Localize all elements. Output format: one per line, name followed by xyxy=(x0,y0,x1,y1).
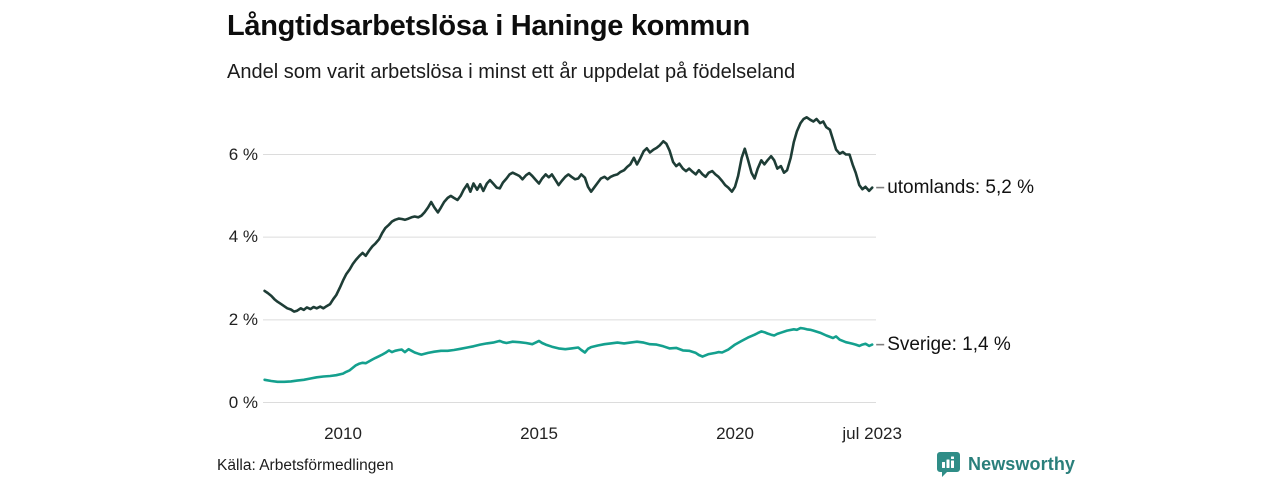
series-label-utomlands: utomlands: 5,2 % xyxy=(887,176,1034,198)
source-note: Källa: Arbetsförmedlingen xyxy=(217,457,394,474)
chart-subtitle: Andel som varit arbetslösa i minst ett å… xyxy=(227,61,796,83)
line-utomlands xyxy=(263,116,874,313)
x-axis-label-jul-2023: jul 2023 xyxy=(842,424,902,443)
x-axis-label-2015: 2015 xyxy=(520,424,558,443)
y-axis-label-0pct: 0 % xyxy=(228,392,258,412)
newsworthy-wordmark: Newsworthy xyxy=(968,453,1076,474)
newsworthy-bar-chart-bubble-icon xyxy=(937,452,960,477)
newsworthy-logo[interactable]: Newsworthy xyxy=(936,451,1075,477)
page-title: Långtidsarbetslösa i Haninge kommun xyxy=(227,10,750,42)
series-label-sverige: Sverige: 1,4 % xyxy=(887,333,1011,355)
y-axis-label-6pct: 6 % xyxy=(228,144,258,164)
line-sverige xyxy=(263,326,874,384)
y-axis-label-4pct: 4 % xyxy=(228,227,258,247)
x-axis-label-2020: 2020 xyxy=(716,424,754,443)
y-axis-label-2pct: 2 % xyxy=(228,309,258,329)
x-axis-label-2010: 2010 xyxy=(324,424,362,443)
